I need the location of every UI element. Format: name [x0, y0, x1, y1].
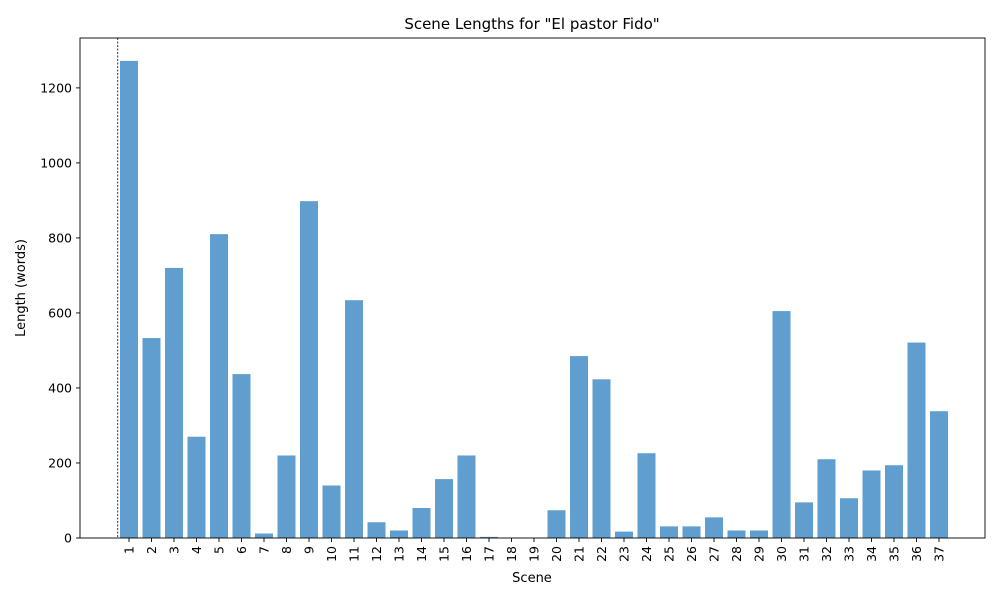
x-tick-label: 15 — [437, 546, 452, 562]
y-tick-label: 0 — [64, 531, 72, 546]
y-tick-label: 600 — [48, 305, 72, 320]
plot-frame — [79, 37, 986, 539]
bar-scene-24 — [637, 453, 656, 538]
bar-scene-25 — [660, 526, 678, 538]
bar-scene-2 — [142, 338, 161, 538]
x-tick-label: 11 — [347, 546, 362, 562]
y-axis: 0 200 400 600 800 1000 1200 — [40, 80, 80, 546]
bar-scene-23 — [615, 531, 633, 538]
x-tick-label: 35 — [887, 546, 902, 562]
bar-scene-34 — [862, 470, 881, 538]
bar-scene-28 — [727, 530, 746, 538]
bar-scene-15 — [435, 479, 453, 538]
x-tick-label: 8 — [279, 546, 294, 554]
x-tick-label: 10 — [324, 546, 339, 562]
bar-scene-8 — [277, 455, 296, 538]
x-tick-label: 17 — [482, 546, 497, 562]
bar-scene-37 — [930, 411, 948, 538]
x-tick-label: 6 — [234, 546, 249, 554]
x-tick-label: 36 — [909, 546, 924, 562]
x-tick-label: 7 — [257, 546, 272, 554]
x-axis-label: Scene — [512, 571, 552, 586]
x-tick-label: 32 — [819, 546, 834, 562]
bar-scene-27 — [705, 517, 723, 538]
x-tick-label: 3 — [167, 546, 182, 554]
bar-scene-29 — [750, 530, 768, 538]
x-tick-label: 22 — [594, 546, 609, 562]
bar-scene-11 — [345, 300, 363, 538]
x-tick-label: 18 — [504, 546, 519, 562]
bar-scene-4 — [187, 436, 206, 538]
chart-title: Scene Lengths for "El pastor Fido" — [404, 15, 659, 33]
bar-scene-7 — [255, 533, 273, 538]
x-tick-label: 2 — [144, 546, 159, 554]
bar-scene-30 — [772, 311, 791, 538]
x-tick-label: 20 — [549, 546, 564, 562]
bar-scene-3 — [165, 267, 183, 538]
bar-scene-21 — [570, 356, 588, 538]
x-tick-label: 24 — [639, 546, 654, 562]
x-tick-label: 9 — [302, 546, 317, 554]
bar-scene-5 — [210, 234, 228, 538]
y-tick-label: 800 — [48, 230, 72, 245]
x-tick-label: 23 — [617, 546, 632, 562]
bar-scene-16 — [457, 455, 476, 538]
x-tick-label: 34 — [864, 546, 879, 562]
x-tick-label: 30 — [774, 546, 789, 562]
x-tick-label: 19 — [527, 546, 542, 562]
x-tick-label: 26 — [684, 546, 699, 562]
bar-scene-35 — [885, 465, 903, 538]
bar-scene-33 — [840, 498, 858, 538]
y-tick-label: 1000 — [40, 155, 72, 170]
x-tick-label: 33 — [842, 546, 857, 562]
bar-scene-10 — [322, 485, 341, 538]
bar-scene-22 — [592, 379, 611, 538]
x-tick-label: 28 — [729, 546, 744, 562]
x-tick-label: 14 — [414, 546, 429, 562]
y-tick-label: 1200 — [40, 80, 72, 95]
bar-scene-31 — [795, 502, 813, 538]
y-axis-label: Length (words) — [14, 239, 29, 337]
x-tick-label: 27 — [707, 546, 722, 562]
bar-scene-12 — [367, 522, 386, 538]
bar-scene-32 — [817, 459, 836, 538]
x-tick-label: 4 — [189, 546, 204, 554]
x-tick-label: 12 — [369, 546, 384, 562]
y-tick-label: 400 — [48, 380, 72, 395]
bar-scene-36 — [907, 342, 926, 538]
bar-scene-6 — [232, 374, 251, 538]
y-tick-label: 200 — [48, 455, 72, 470]
bar-scene-26 — [682, 526, 701, 538]
x-tick-label: 31 — [797, 546, 812, 562]
x-tick-label: 25 — [662, 546, 677, 562]
x-tick-label: 1 — [122, 546, 137, 554]
x-tick-label: 5 — [212, 546, 227, 554]
bars-group — [120, 60, 948, 539]
bar-scene-17 — [480, 536, 498, 538]
x-tick-label: 29 — [752, 546, 767, 562]
bar-scene-20 — [547, 510, 566, 538]
x-tick-label: 16 — [459, 546, 474, 562]
bar-scene-9 — [300, 201, 318, 539]
bar-scene-13 — [390, 530, 408, 538]
bar-scene-14 — [412, 507, 431, 538]
x-axis: 1 2 3 4 5 6 7 8 9 10 11 12 13 14 15 16 17 18 19 20 21 22 23 24 2… — [122, 538, 947, 562]
x-tick-label: 37 — [932, 546, 947, 562]
bar-scene-1 — [120, 60, 138, 539]
x-tick-label: 21 — [572, 546, 587, 562]
x-tick-label: 13 — [392, 546, 407, 562]
